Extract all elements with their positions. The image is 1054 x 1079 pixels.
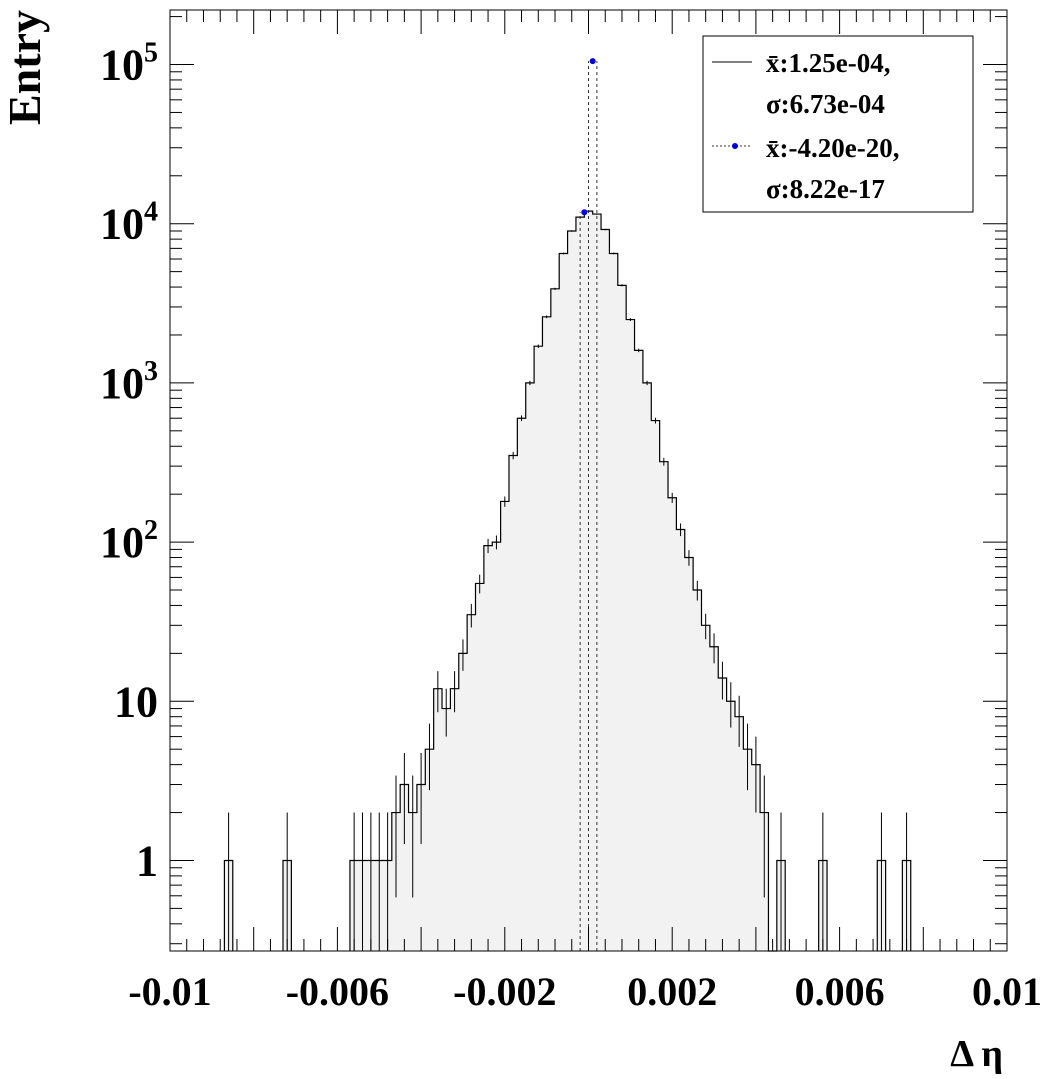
x-tick-label: -0.006 <box>286 969 389 1014</box>
series-2-point <box>589 58 596 65</box>
x-tick-label: 0.01 <box>972 969 1042 1014</box>
legend: x̄:1.25e-04, σ:6.73e-04 x̄:-4.20e-20, σ:… <box>702 35 974 213</box>
x-tick-label: 0.002 <box>627 969 717 1014</box>
y-tick-label: 103 <box>100 356 158 408</box>
y-tick-labels: 1 10 102 103 104 105 <box>100 38 158 886</box>
x-axis-title: Δ η <box>950 1033 1003 1075</box>
legend-sigma-series-2: σ:8.22e-17 <box>766 174 885 204</box>
x-tick-label: -0.002 <box>453 969 556 1014</box>
series-2 <box>579 58 598 951</box>
y-tick-label: 1 <box>136 836 158 885</box>
x-tick-label: 0.006 <box>795 969 885 1014</box>
histogram-step-line <box>223 859 234 951</box>
y-tick-label: 10 <box>114 677 158 726</box>
series-2-point <box>581 209 588 216</box>
legend-mean-series-2: x̄:-4.20e-20, <box>766 133 899 163</box>
x-tick-label: -0.01 <box>128 969 211 1014</box>
histogram-step-line <box>818 859 828 951</box>
y-axis-title: Entry <box>0 10 50 125</box>
histogram-fill <box>224 211 911 951</box>
legend-mean-series-1: x̄:1.25e-04, <box>766 48 890 78</box>
axes <box>169 9 1008 952</box>
histogram-steps <box>223 210 912 952</box>
y-tick-label: 105 <box>100 38 158 90</box>
error-bars <box>228 210 908 951</box>
x-tick-labels: -0.01 -0.006 -0.002 0.002 0.006 0.01 <box>128 969 1042 1014</box>
histogram-step-line <box>282 859 292 951</box>
histogram-step-line <box>349 210 786 952</box>
histogram-fill-region <box>349 211 786 951</box>
legend-sigma-series-1: σ:6.73e-04 <box>766 89 885 119</box>
histogram-step-line <box>901 859 912 951</box>
y-tick-label: 104 <box>100 197 158 249</box>
histogram-step-line <box>876 859 887 951</box>
legend-marker-series-2 <box>732 143 738 149</box>
legend-box <box>702 35 974 213</box>
y-tick-label: 102 <box>100 515 158 567</box>
